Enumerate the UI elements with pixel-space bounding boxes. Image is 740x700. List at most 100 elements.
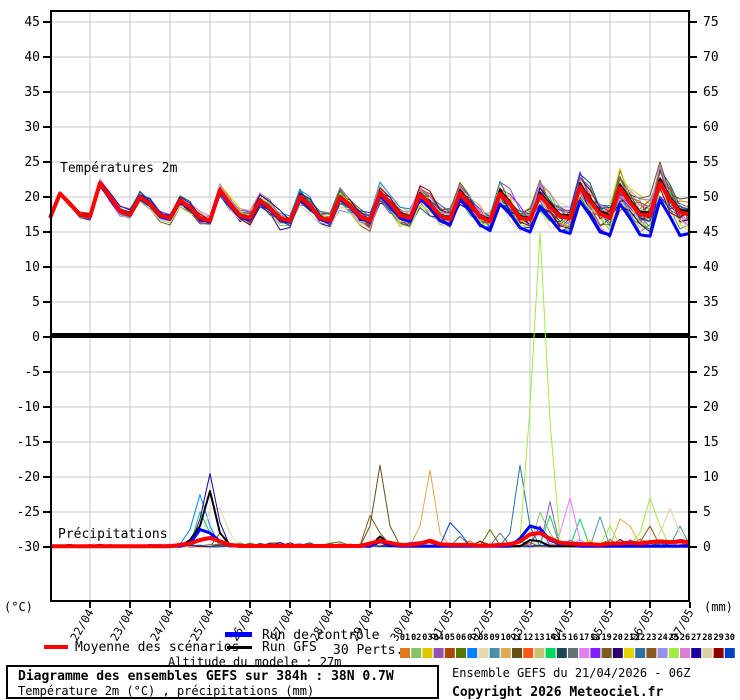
pert-swatch-04 [433, 648, 444, 658]
left-axis-tick-label: -30 [17, 540, 40, 555]
pert-number: 19 [601, 633, 611, 643]
left-axis-tick-label: 45 [24, 15, 40, 30]
copyright: Copyright 2026 Meteociel.fr [452, 685, 663, 700]
pert-swatch-08 [478, 648, 489, 658]
left-axis-tick-label: 25 [24, 155, 40, 170]
pert-swatch-20 [612, 648, 623, 658]
pert-swatch-21 [624, 648, 634, 658]
pert-swatch-09 [489, 648, 500, 658]
mean-legend-swatch [44, 645, 68, 649]
pert-swatch-05 [444, 648, 455, 658]
pert-swatch-06 [456, 648, 466, 658]
control-legend-label: Run de contrôle [262, 628, 380, 643]
pert-number: 15 [557, 633, 567, 643]
right-axis-tick-label: 55 [703, 155, 719, 170]
perts-legend-label: 30 Perts. [333, 643, 403, 658]
right-axis-tick-label: 30 [703, 330, 719, 345]
temperature-panel-label: Températures 2m [60, 161, 178, 176]
axis-ticks [43, 21, 697, 608]
left-axis-tick-label: 0 [32, 330, 40, 345]
left-axis-tick-label: 20 [24, 190, 40, 205]
pert-swatch-03 [422, 648, 433, 658]
right-axis-unit: (mm) [704, 600, 733, 614]
plot-border [50, 10, 690, 602]
left-axis-tick-label: 15 [24, 225, 40, 240]
pert-swatch-07 [467, 648, 478, 658]
right-axis-tick-label: 65 [703, 85, 719, 100]
pert-number-row: 01 02 03 04 05 06 07 08 09 10 11 12 13 14 15 16 17 18 19 20… [400, 633, 735, 643]
pert-swatch-30 [724, 648, 735, 658]
pert-number: 09 [489, 633, 499, 643]
pert-swatch-01 [400, 648, 410, 658]
chart-subtitle: Température 2m (°C) , précipitations (mm… [18, 684, 314, 698]
right-axis-tick-label: 70 [703, 50, 719, 65]
right-axis-tick-label: 0 [703, 540, 711, 555]
left-axis-tick-label: -25 [17, 505, 40, 520]
left-axis-tick-label: 35 [24, 85, 40, 100]
right-axis-tick-label: 20 [703, 400, 719, 415]
date-tick-label: 23/04 [107, 606, 136, 643]
left-axis-tick-label: 30 [24, 120, 40, 135]
pert-swatch-15 [556, 648, 567, 658]
gfs-legend-swatch [227, 646, 252, 649]
pert-number: 06 [456, 633, 466, 643]
pert-number: 02 [411, 633, 421, 643]
left-axis-tick-label: -5 [24, 365, 40, 380]
pert-swatch-16 [568, 648, 578, 658]
title-box [6, 665, 439, 699]
left-axis-tick-label: 40 [24, 50, 40, 65]
mean-legend-label: Moyenne des scénarios [75, 640, 239, 655]
left-axis-tick-label: 10 [24, 260, 40, 275]
date-tick-label: 26/04 [227, 606, 256, 643]
pert-number: 13 [534, 633, 544, 643]
pert-swatch-26 [680, 648, 690, 658]
pert-number: 25 [669, 633, 679, 643]
pert-swatch-02 [411, 648, 422, 658]
zero-line-separator [50, 333, 690, 338]
pert-number: 14 [545, 633, 555, 643]
pert-number: 07 [467, 633, 477, 643]
gfs-legend-label: Run GFS [262, 640, 317, 655]
pert-number: 17 [579, 633, 589, 643]
pert-color-row [400, 648, 735, 658]
pert-swatch-17 [579, 648, 590, 658]
pert-swatch-14 [545, 648, 556, 658]
pert-swatch-23 [646, 648, 657, 658]
pert-number: 20 [613, 633, 623, 643]
pert-swatch-19 [601, 648, 612, 658]
pert-swatch-27 [691, 648, 702, 658]
control-legend-swatch [225, 632, 252, 637]
pert-number: 08 [478, 633, 488, 643]
pert-number: 24 [657, 633, 667, 643]
right-axis-tick-label: 5 [703, 505, 711, 520]
date-tick-label: 22/04 [67, 606, 96, 643]
pert-number: 22 [635, 633, 645, 643]
right-axis-tick-label: 10 [703, 470, 719, 485]
left-axis-tick-label: 5 [32, 295, 40, 310]
pert-number: 30 [725, 633, 735, 643]
right-axis-tick-label: 75 [703, 15, 719, 30]
pert-number: 21 [624, 633, 634, 643]
left-axis-unit: (°C) [4, 600, 33, 614]
pert-number: 04 [433, 633, 443, 643]
pert-number: 23 [646, 633, 656, 643]
pert-swatch-12 [523, 648, 534, 658]
right-axis-tick-label: 25 [703, 365, 719, 380]
right-axis-tick-label: 50 [703, 190, 719, 205]
precipitation-panel-label: Précipitations [58, 527, 168, 542]
precipitation-series [49, 231, 691, 549]
pert-swatch-25 [668, 648, 679, 658]
right-axis-tick-label: 35 [703, 295, 719, 310]
pert-number: 27 [691, 633, 701, 643]
member-23-temp-line [49, 177, 691, 227]
left-axis-tick-label: -15 [17, 435, 40, 450]
right-axis-tick-label: 60 [703, 120, 719, 135]
pert-swatch-18 [590, 648, 601, 658]
mean-temp-line [48, 181, 691, 224]
pert-number: 18 [590, 633, 600, 643]
right-axis-tick-label: 15 [703, 435, 719, 450]
pert-swatch-10 [500, 648, 511, 658]
chart-title: Diagramme des ensembles GEFS sur 384h : … [18, 669, 394, 684]
